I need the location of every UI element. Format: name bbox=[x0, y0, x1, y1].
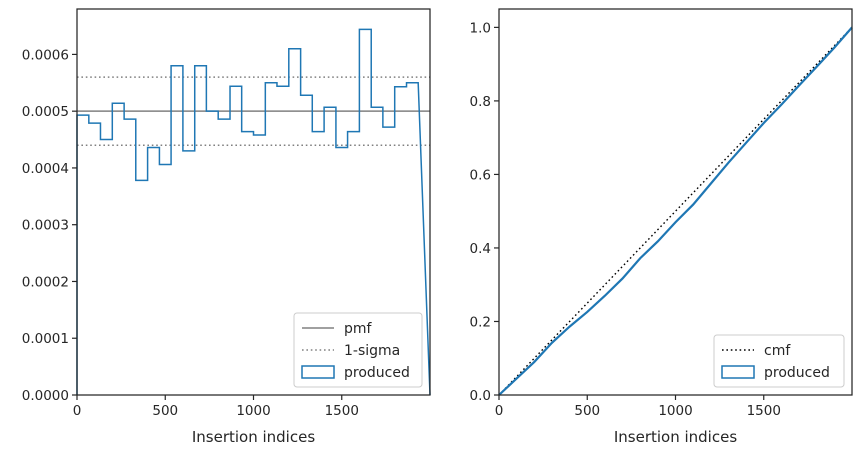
pmf-x-tick-label: 1000 bbox=[236, 403, 270, 419]
pmf-y-tick-label: 0.0003 bbox=[22, 218, 69, 234]
cmf-y-tick-label: 1.0 bbox=[470, 20, 491, 36]
pmf-marks bbox=[76, 28, 431, 396]
pmf-legend-label: pmf bbox=[344, 321, 373, 337]
pmf-series-produced bbox=[76, 28, 431, 396]
pmf-legend-box bbox=[293, 312, 423, 388]
pmf-x-tick-label: 0 bbox=[73, 403, 82, 419]
cmf-x-tick-label: 1000 bbox=[658, 403, 692, 419]
pmf-legend: pmf 1-sigma produced bbox=[293, 312, 423, 388]
cmf-y-tick-label: 0.6 bbox=[470, 167, 491, 183]
pmf-x-tick-label: 1500 bbox=[325, 403, 359, 419]
cmf-x-tick-label: 500 bbox=[574, 403, 600, 419]
cmf-y-tick-label: 0.4 bbox=[470, 241, 491, 257]
cmf-x-tick-label: 1500 bbox=[747, 403, 781, 419]
pmf-x-ticks: 0 500 1000 1500 bbox=[73, 395, 359, 419]
cmf-x-ticks: 0 500 1000 1500 bbox=[495, 395, 781, 419]
cmf-legend: cmf produced bbox=[713, 334, 845, 388]
cmf-legend-box bbox=[713, 334, 845, 388]
pmf-legend-label: produced bbox=[344, 365, 410, 381]
cmf-y-ticks: 0.0 0.2 0.4 0.6 0.8 1.0 bbox=[470, 20, 499, 404]
pmf-legend-label: 1-sigma bbox=[344, 343, 400, 359]
cmf-legend-handle-produced bbox=[721, 365, 755, 379]
cmf-series-produced bbox=[498, 26, 853, 396]
cmf-y-tick-label: 0.2 bbox=[470, 314, 491, 330]
pmf-legend-handle-produced bbox=[301, 365, 335, 379]
pmf-y-ticks: 0.0000 0.0001 0.0002 0.0003 0.0004 0.0005 0.00… bbox=[22, 47, 77, 404]
cmf-y-tick-label: 0.8 bbox=[470, 94, 491, 110]
cmf-y-tick-label: 0.0 bbox=[470, 388, 491, 404]
cmf-legend-label: produced bbox=[764, 365, 830, 381]
cmf-legend-label: cmf bbox=[764, 343, 791, 359]
pmf-x-tick-label: 500 bbox=[152, 403, 178, 419]
cmf-series-cmf bbox=[498, 26, 853, 396]
pmf-y-tick-label: 0.0005 bbox=[22, 104, 69, 120]
cmf-x-axis-label: Insertion indices bbox=[614, 428, 737, 446]
pmf-y-tick-label: 0.0002 bbox=[22, 274, 69, 290]
pmf-panel: 0 500 1000 1500 0.00000.00010.00020.00030.0… bbox=[22, 8, 431, 446]
pmf-y-tick-label: 0.0006 bbox=[22, 47, 69, 63]
pmf-y-tick-label: 0.0000 bbox=[22, 388, 69, 404]
cmf-x-tick-label: 0 bbox=[495, 403, 504, 419]
pmf-y-tick-label: 0.0001 bbox=[22, 331, 69, 347]
cmf-panel: 0 500 1000 1500 0.0 0.2 0.4 0.6 0.8 1.0 Insertio… bbox=[470, 8, 853, 446]
pmf-y-tick-label: 0.0004 bbox=[22, 161, 69, 177]
cmf-marks bbox=[498, 26, 853, 396]
pmf-x-axis-label: Insertion indices bbox=[192, 428, 315, 446]
